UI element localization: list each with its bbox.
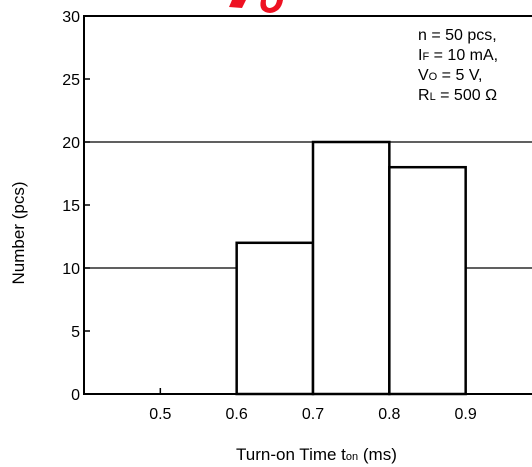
annotation-symbol: n = 50 pcs, — [418, 27, 497, 44]
annotation-value: = 10 mA, — [429, 47, 498, 64]
y-tick-label: 30 — [62, 9, 80, 26]
annotation-line: IF = 10 mA, — [418, 47, 498, 64]
annotation-background — [412, 22, 532, 98]
annotation-subscript: L — [430, 91, 436, 103]
x-tick-labels: 0.5 0.6 0.7 0.8 0.9 — [149, 406, 477, 423]
watermark-logo — [229, 0, 283, 13]
bars — [235, 140, 467, 396]
annotation-line: VO = 5 V, — [418, 67, 482, 84]
x-axis-label-main: Turn-on Time t — [236, 445, 346, 464]
test-conditions-annotation: n = 50 pcs,IF = 10 mA,VO = 5 V,RL = 500 … — [412, 22, 532, 104]
annotation-subscript: F — [422, 51, 429, 63]
watermark-stroke — [260, 0, 283, 13]
y-tick-labels: 0 5 10 15 20 25 30 — [62, 9, 80, 404]
watermark-stroke — [229, 0, 246, 8]
histogram-bar — [388, 165, 467, 396]
x-tick-label: 0.7 — [302, 406, 324, 423]
y-tick-label: 15 — [62, 198, 80, 215]
x-tick-label: 0.6 — [226, 406, 248, 423]
histogram-bar — [311, 140, 391, 396]
x-tick-label: 0.9 — [455, 406, 477, 423]
y-tick-label: 20 — [62, 135, 80, 152]
y-tick-label: 25 — [62, 72, 80, 89]
annotation-symbol: I — [418, 47, 422, 64]
annotation-symbol: R — [418, 87, 430, 104]
x-tick-label: 0.8 — [378, 406, 400, 423]
annotation-value: = 500 Ω — [436, 87, 497, 104]
x-axis-label-subscript: on — [346, 451, 358, 463]
annotation-subscript: O — [429, 71, 438, 83]
y-axis-label: Number (pcs) — [9, 182, 28, 285]
x-axis-label: Turn-on Time ton (ms) — [236, 445, 397, 464]
ticks — [84, 15, 467, 395]
histogram-bar — [235, 241, 315, 396]
annotation-line: n = 50 pcs, — [418, 27, 497, 44]
y-tick-label: 10 — [62, 261, 80, 278]
x-axis-label-unit: (ms) — [358, 445, 397, 464]
y-tick-label: 0 — [71, 387, 80, 404]
annotation-line: RL = 500 Ω — [418, 87, 497, 104]
x-tick-label: 0.5 — [149, 406, 171, 423]
y-tick-label: 5 — [71, 324, 80, 341]
annotation-symbol: V — [418, 67, 429, 84]
annotation-value: = 5 V, — [437, 67, 482, 84]
